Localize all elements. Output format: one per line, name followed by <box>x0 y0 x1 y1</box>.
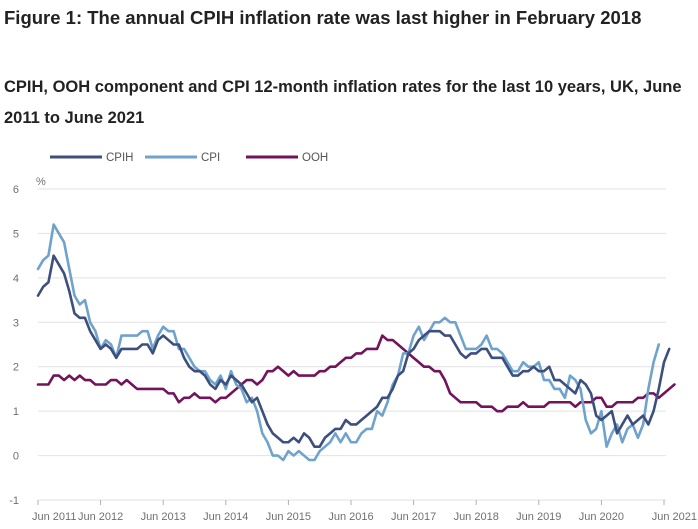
series-line-cpih <box>36 254 671 448</box>
x-tick-label: Jun 2012 <box>78 511 123 523</box>
legend-label-cpih: CPIH <box>106 152 133 164</box>
x-tick-label: Jun 2013 <box>141 511 186 523</box>
x-tick-label: Jun 2021 <box>652 511 697 523</box>
y-tick-label: 2 <box>13 362 19 374</box>
legend-label-cpi: CPI <box>201 152 220 164</box>
x-tick-label: Jun 2016 <box>328 511 373 523</box>
x-tick-label: Jun 2019 <box>516 511 561 523</box>
chart-subtitle: CPIH, OOH component and CPI 12-month inf… <box>4 78 682 127</box>
y-tick-label: 0 <box>13 451 19 463</box>
chart-axes: -1 0 1 2 3 4 5 6% Jun 2011 Jun 2012 Jun 2013 Jun 20… <box>9 176 697 523</box>
y-tick-label: -1 <box>9 495 19 507</box>
chart-gridlines <box>38 188 666 501</box>
x-tick-label: Jun 2020 <box>579 511 624 523</box>
chart-legend: CPIH CPI OOH <box>50 152 328 164</box>
chart-title: Figure 1: The annual CPIH inflation rate… <box>4 7 642 28</box>
y-tick-label: 5 <box>13 228 19 240</box>
y-tick-label: 6 <box>13 184 19 196</box>
x-tick-label: Jun 2018 <box>454 511 499 523</box>
y-axis-unit-label: % <box>36 176 46 188</box>
x-tick-label: Jun 2017 <box>391 511 436 523</box>
series-line-ooh <box>36 334 676 413</box>
series-line-cpi <box>36 223 661 462</box>
x-tick-label: Jun 2015 <box>266 511 311 523</box>
y-tick-label: 4 <box>13 273 19 285</box>
x-tick-label: Jun 2011 <box>32 511 76 523</box>
legend-label-ooh: OOH <box>302 152 328 164</box>
chart-series-lines <box>36 223 676 462</box>
y-tick-label: 3 <box>13 317 19 329</box>
x-tick-label: Jun 2014 <box>203 511 248 523</box>
y-tick-label: 1 <box>13 406 19 418</box>
